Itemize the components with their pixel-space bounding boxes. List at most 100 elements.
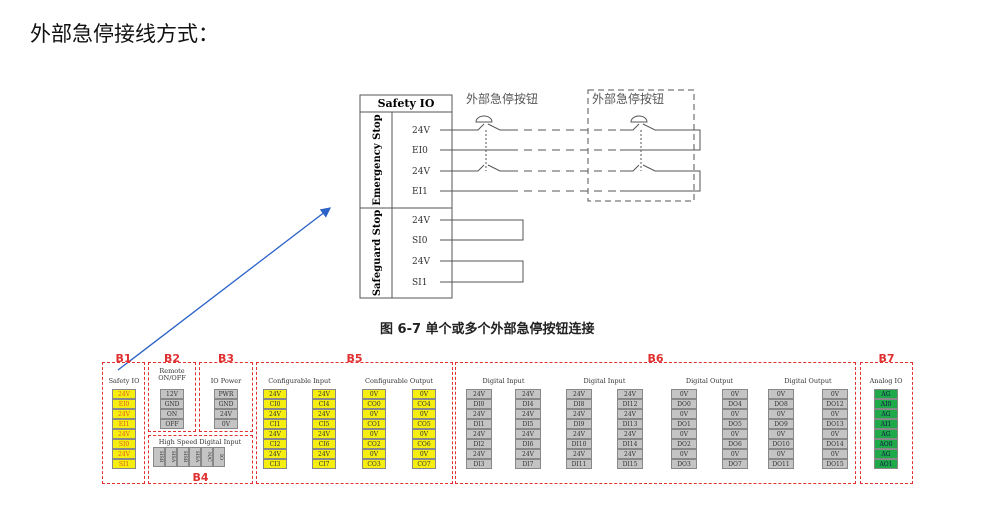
block-label-b5: B5	[346, 352, 363, 365]
terminal-di8: DI8	[566, 399, 592, 409]
terminal-0v: 0V	[362, 389, 386, 399]
terminal-column: 0V DO0 0V DO1 0V DO2 0V DO3	[671, 389, 697, 469]
terminal-24v: 24V	[466, 389, 492, 399]
group-title: Configurable Input	[268, 377, 331, 385]
terminal-di12: DI12	[617, 399, 643, 409]
terminal-column: 24V EI0 24V EI1 24V SI0 24V SI1	[112, 389, 136, 469]
group-title: Analog IO	[869, 377, 903, 385]
terminal-do9: DO9	[768, 419, 794, 429]
terminal-io: IO	[213, 447, 225, 467]
terminal-24v: 24V	[112, 409, 136, 419]
terminal-0v: 0V	[362, 429, 386, 439]
terminal-column: AG AI0 AG AI1 AG AO0 AG AO1	[874, 389, 898, 469]
terminal-di10: DI10	[566, 439, 592, 449]
terminal-di13: DI13	[617, 419, 643, 429]
block-b1	[102, 362, 145, 484]
block-label-b7: B7	[878, 352, 895, 365]
button-label: 外部急停按钮	[466, 91, 538, 106]
terminal-24v: 24V	[312, 429, 336, 439]
terminal-0v: 0V	[768, 429, 794, 439]
terminal-24v: 24V	[112, 389, 136, 399]
terminal-0v: 0V	[362, 449, 386, 459]
terminal-ci3: CI3	[263, 459, 287, 469]
terminal-do15: DO15	[822, 459, 848, 469]
terminal-nc: N/C	[201, 447, 213, 467]
terminal-do14: DO14	[822, 439, 848, 449]
terminal-0v: 0V	[671, 429, 697, 439]
terminal-0v: 0V	[822, 429, 848, 439]
pin-label: EI1	[412, 187, 428, 197]
safety-io-box	[359, 94, 453, 299]
terminal-24v: 24V	[515, 449, 541, 459]
terminal-ai1: AI1	[874, 419, 898, 429]
terminal-do12: DO12	[822, 399, 848, 409]
terminal-column: 24V DI8 24V DI9 24V DI10 24V DI11	[566, 389, 592, 469]
terminal-24v: 24V	[312, 409, 336, 419]
terminal-column: 0V CO0 0V CO1 0V CO2 0V CO3	[362, 389, 386, 469]
block-label-b3: B3	[217, 352, 235, 365]
terminal-co1: CO1	[362, 419, 386, 429]
terminal-24v: 24V	[214, 409, 238, 419]
terminal-12v: 12V	[160, 389, 184, 399]
terminal-24v: 24V	[515, 389, 541, 399]
button-label: 外部急停按钮	[592, 91, 664, 106]
terminal-ag: AG	[874, 409, 898, 419]
terminal-ci2: CI2	[263, 439, 287, 449]
terminal-do11: DO11	[768, 459, 794, 469]
terminal-on: ON	[160, 409, 184, 419]
terminal-24v: 24V	[515, 429, 541, 439]
terminal-24v: 24V	[566, 449, 592, 459]
terminal-ci4: CI4	[312, 399, 336, 409]
terminal-0v: 0V	[412, 389, 436, 399]
terminal-24v: 24V	[617, 449, 643, 459]
pin-label: SI1	[412, 278, 427, 288]
terminal-ao0: AO0	[874, 439, 898, 449]
terminal-24v: 24V	[466, 409, 492, 419]
terminal-do6: DO6	[722, 439, 748, 449]
terminal-di14: DI14	[617, 439, 643, 449]
pin-label: 24V	[412, 257, 430, 267]
block-b5	[256, 362, 453, 484]
terminal-ag: AG	[874, 389, 898, 399]
terminal-column: PWR GND 24V 0V	[214, 389, 238, 429]
terminal-0v: 0V	[722, 389, 748, 399]
terminal-column: 24V DI12 24V DI13 24V DI14 24V DI15	[617, 389, 643, 469]
terminal-co7: CO7	[412, 459, 436, 469]
terminal-do4: DO4	[722, 399, 748, 409]
block-b3	[199, 362, 253, 432]
terminal-column: 0V DO8 0V DO9 0V DO10 0V DO11	[768, 389, 794, 469]
block-label-b1: B1	[115, 352, 132, 365]
terminal-do13: DO13	[822, 419, 848, 429]
terminal-ci7: CI7	[312, 459, 336, 469]
terminal-24v: 24V	[312, 389, 336, 399]
terminal-column: 24V DI4 24V DI5 24V DI6 24V DI7	[515, 389, 541, 469]
terminal-si0: SI0	[112, 439, 136, 449]
terminal-0v: 0V	[671, 409, 697, 419]
terminal-si1: SI1	[112, 459, 136, 469]
terminal-column: 0V CO4 0V CO5 0V CO6 0V CO7	[412, 389, 436, 469]
terminal-0v: 0V	[722, 429, 748, 439]
terminal-24v: 24V	[566, 429, 592, 439]
terminal-ci0: CI0	[263, 399, 287, 409]
group-title: Digital Input	[482, 377, 525, 385]
terminal-do7: DO7	[722, 459, 748, 469]
terminal-di7: DI7	[515, 459, 541, 469]
group-title: Safety IO	[108, 377, 140, 385]
terminal-ag: AG	[874, 429, 898, 439]
terminal-0v: 0V	[768, 449, 794, 459]
terminal-0v: 0V	[768, 389, 794, 399]
pin-label: 24V	[412, 216, 430, 226]
safety-io-title: Safety IO	[378, 97, 435, 110]
terminal-do8: DO8	[768, 399, 794, 409]
terminal-24v: 24V	[112, 449, 136, 459]
terminal-gnd: GND	[214, 399, 238, 409]
terminal-di1: DI1	[466, 419, 492, 429]
terminal-24v: 24V	[112, 429, 136, 439]
terminal-do3: DO3	[671, 459, 697, 469]
terminal-ci1: CI1	[263, 419, 287, 429]
terminal-gnd: GND	[160, 399, 184, 409]
terminal-0v: 0V	[412, 449, 436, 459]
terminal-24v: 24V	[312, 449, 336, 459]
terminal-co6: CO6	[412, 439, 436, 449]
